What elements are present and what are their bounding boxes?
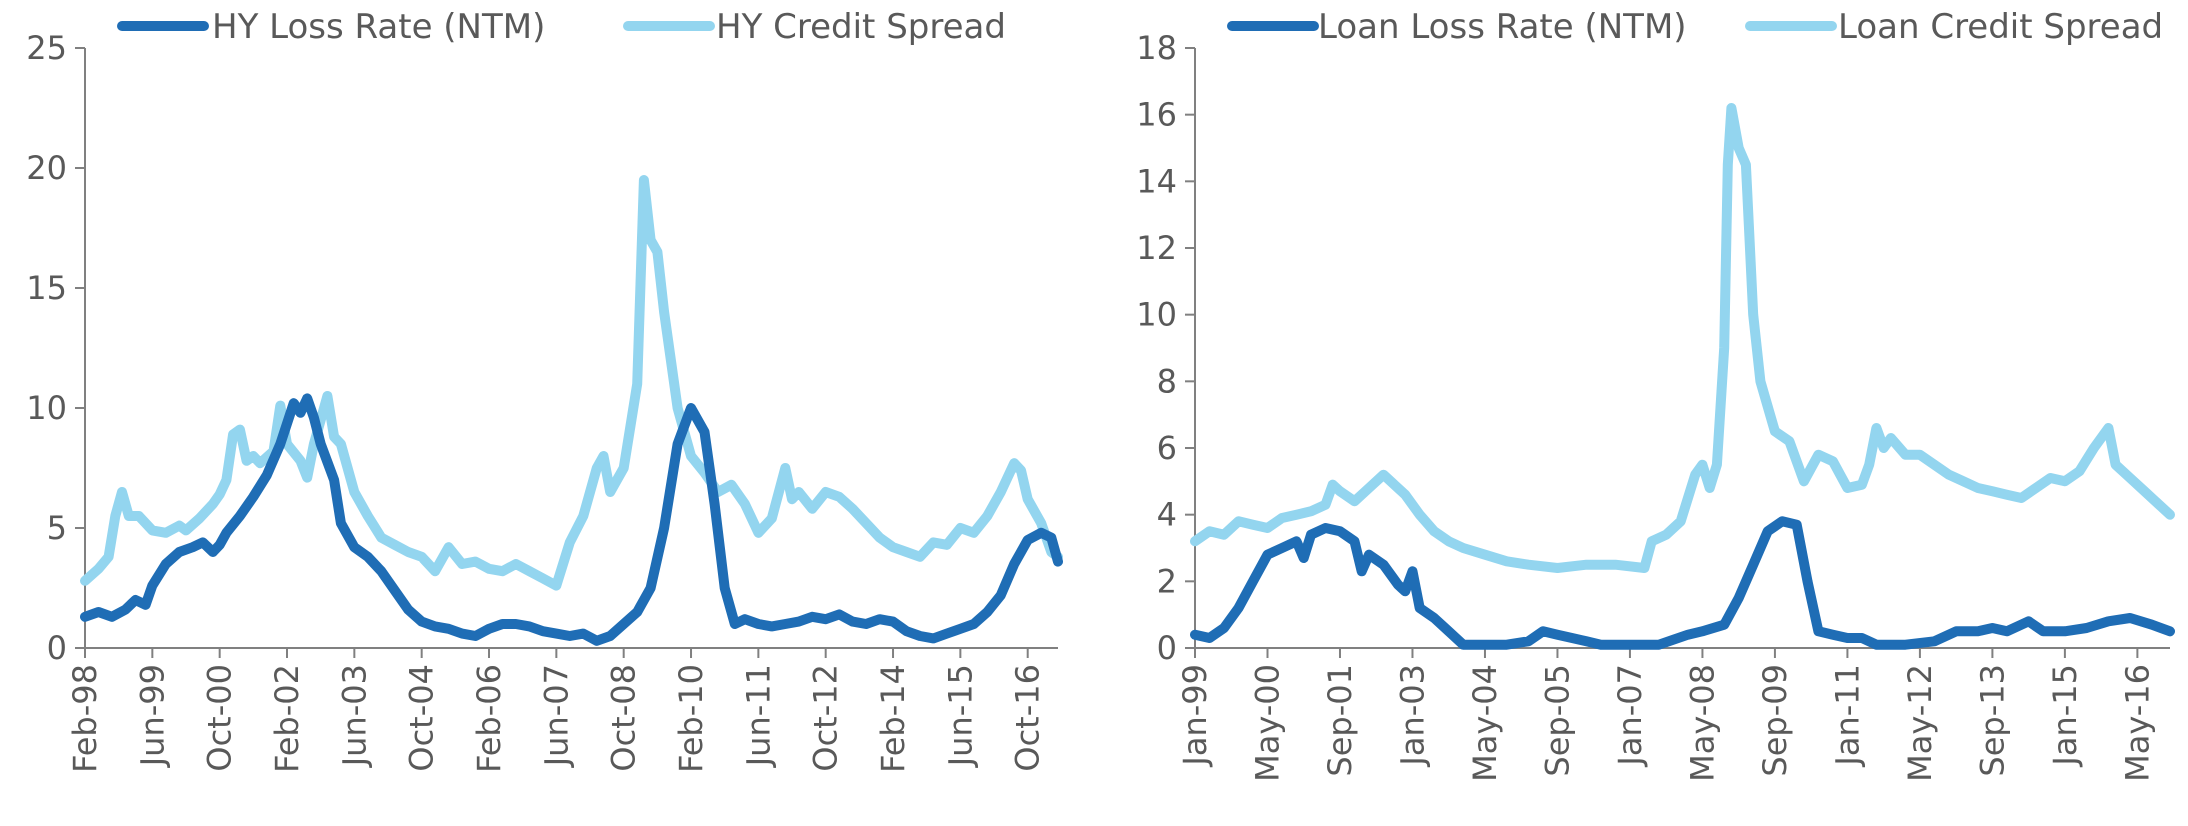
chart-right: 0 2 4 6 8 10 12 14 16 18 Jan-99 May-00 Sep-01 Jan-03 M… xyxy=(1136,7,2175,782)
legend-label: Loan Credit Spread xyxy=(1838,7,2163,47)
legend-label: HY Credit Spread xyxy=(716,7,1006,47)
x-tick-label: May-08 xyxy=(1683,664,1721,782)
y-tick-label: 6 xyxy=(1157,429,1177,467)
y-tick-label: 5 xyxy=(47,509,67,547)
x-tick-label: Oct-08 xyxy=(605,664,643,772)
y-tick-label: 4 xyxy=(1157,496,1177,534)
x-tick-label: Oct-00 xyxy=(201,664,239,772)
x-tick-label: Jan-07 xyxy=(1611,664,1649,768)
x-tick-label: Jun-99 xyxy=(133,664,171,768)
x-tick-label: Oct-16 xyxy=(1009,664,1047,772)
y-tick-label: 25 xyxy=(26,29,67,67)
y-tick-label: 16 xyxy=(1136,96,1177,134)
loss-rate-line xyxy=(80,393,1063,646)
credit-spread-line xyxy=(80,175,1063,591)
y-tick-label: 12 xyxy=(1136,229,1177,267)
x-tick-label: Jun-15 xyxy=(941,664,979,768)
x-tick-label: Jan-15 xyxy=(2046,664,2084,768)
x-tick-label: Oct-04 xyxy=(403,664,441,772)
x-tick-label: May-16 xyxy=(2118,664,2156,782)
legend-label: HY Loss Rate (NTM) xyxy=(212,7,545,47)
x-tick-label: Feb-06 xyxy=(470,664,508,773)
credit-spread-line xyxy=(1190,103,2175,573)
y-tick-label: 18 xyxy=(1136,29,1177,67)
legend-label: Loan Loss Rate (NTM) xyxy=(1318,7,1687,47)
x-tick-label: May-12 xyxy=(1901,664,1939,782)
x-tick-label: Sep-01 xyxy=(1321,664,1359,777)
y-tick-label: 0 xyxy=(1157,629,1177,667)
y-tick-label: 0 xyxy=(47,629,67,667)
x-tick-label: Feb-98 xyxy=(66,664,104,773)
x-tick-label: Jun-07 xyxy=(537,664,575,768)
loss-rate-line xyxy=(1190,516,2175,650)
x-tick-label: Sep-05 xyxy=(1538,664,1576,777)
x-tick-label: May-04 xyxy=(1466,664,1504,782)
y-tick-label: 8 xyxy=(1157,362,1177,400)
x-tick-label: Jan-11 xyxy=(1828,664,1866,768)
x-tick-label: Feb-02 xyxy=(268,664,306,773)
y-tick-label: 10 xyxy=(26,389,67,427)
x-tick-label: Jan-03 xyxy=(1393,664,1431,768)
x-tick-label: Jun-03 xyxy=(335,664,373,768)
chart-left: 0 5 10 15 20 25 Feb-98 Jun-99 Oct-00 Feb-02 Jun-03… xyxy=(26,7,1063,773)
y-tick-label: 14 xyxy=(1136,162,1177,200)
x-tick-label: Feb-14 xyxy=(874,664,912,773)
y-tick-label: 10 xyxy=(1136,296,1177,334)
x-tick-label: Feb-10 xyxy=(672,664,710,773)
y-tick-label: 15 xyxy=(26,269,67,307)
x-tick-label: May-00 xyxy=(1248,664,1286,782)
x-tick-label: Oct-12 xyxy=(807,664,845,772)
x-tick-label: Jun-11 xyxy=(739,664,777,768)
x-tick-label: Sep-09 xyxy=(1756,664,1794,777)
x-tick-label: Sep-13 xyxy=(1973,664,2011,777)
y-tick-label: 20 xyxy=(26,149,67,187)
y-tick-label: 2 xyxy=(1157,562,1177,600)
x-tick-label: Jan-99 xyxy=(1176,664,1214,768)
